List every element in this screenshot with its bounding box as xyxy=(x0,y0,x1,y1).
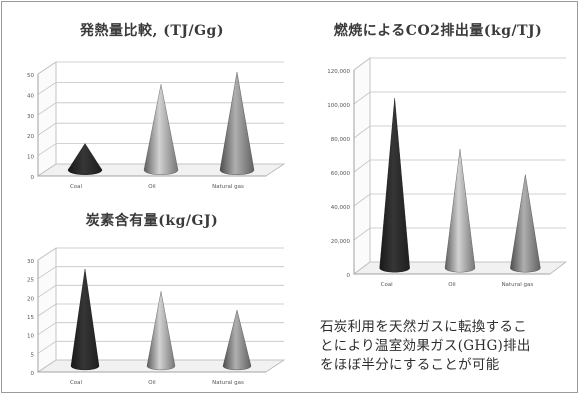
gridline xyxy=(353,227,566,241)
cone-oil xyxy=(444,148,476,273)
x-category-label: Coal xyxy=(70,380,83,386)
cone-oil xyxy=(143,84,179,175)
cone-coal xyxy=(379,97,410,273)
x-category-label: Coal xyxy=(70,184,83,190)
x-category-label: Oil xyxy=(148,184,156,190)
x-category-label: Oil xyxy=(448,282,456,288)
cone-body xyxy=(444,148,476,273)
y-tick-label: 15 xyxy=(27,315,34,321)
y-tick-label: 50 xyxy=(27,73,34,79)
heat-value-chart: 0 10 20 30 40 50 Coal Oil Natural gas xyxy=(27,61,286,190)
heat-value-chart-panel: 発熱量比較, (TJ/Gg) 0 10 20 30 40 50 Coal Oil Natural… xyxy=(8,6,296,194)
cone-natural-gas xyxy=(219,72,255,175)
y-tick-label: 120,000 xyxy=(327,69,350,75)
conclusion-line-2: とにより温室効果ガス(GHG)排出 xyxy=(320,338,531,354)
y-tick-label: 0 xyxy=(31,175,35,181)
gridline xyxy=(353,159,566,173)
gridline xyxy=(37,322,284,335)
cone-body xyxy=(67,143,103,175)
y-tick-label: 20,000 xyxy=(331,239,351,245)
cone-coal xyxy=(70,268,100,371)
x-category-label: Natural gas xyxy=(212,380,244,386)
gridline xyxy=(37,143,284,156)
y-tick-label: 0 xyxy=(31,371,35,377)
y-tick-label: 20 xyxy=(27,296,34,302)
co2-emission-chart-title: 燃焼によるCO2排出量(kg/TJ) xyxy=(333,23,543,39)
conclusion-line-1: 石炭利用を天然ガスに転換するこ xyxy=(320,319,527,335)
x-category-label: Natural gas xyxy=(212,184,244,190)
cone-oil xyxy=(146,291,176,371)
carbon-content-chart-title: 炭素含有量(kg/GJ) xyxy=(85,213,219,229)
gridline xyxy=(353,193,566,207)
y-tick-label: 40,000 xyxy=(331,205,351,211)
carbon-content-chart-panel: 炭素含有量(kg/GJ) 0 5 10 15 20 25 30 Coal Oil Natural … xyxy=(8,200,296,390)
cone-body xyxy=(143,84,179,175)
x-category-label: Oil xyxy=(148,380,156,386)
y-tick-label: 10 xyxy=(27,334,34,340)
gridline xyxy=(37,284,284,298)
gridline xyxy=(37,102,284,116)
y-tick-label: 0 xyxy=(347,273,351,279)
gridline xyxy=(353,57,566,71)
y-tick-label: 20 xyxy=(27,134,34,140)
co2-emission-chart: 0 20,000 40,000 60,000 80,000 100,000 120,000 C… xyxy=(327,57,568,288)
cone-coal xyxy=(67,143,103,175)
gridline xyxy=(353,125,566,139)
gridline xyxy=(37,266,284,279)
gridline xyxy=(37,359,284,373)
gridline xyxy=(37,61,284,75)
conclusion-note: 石炭利用を天然ガスに転換するこ とにより温室効果ガス(GHG)排出 をほぼ半分に… xyxy=(320,318,570,375)
y-tick-label: 100,000 xyxy=(327,103,350,109)
cone-body xyxy=(379,97,410,273)
gridline xyxy=(37,122,284,136)
cone-natural-gas xyxy=(222,309,252,371)
y-tick-label: 10 xyxy=(27,155,34,161)
cone-natural-gas xyxy=(510,174,541,273)
y-tick-label: 60,000 xyxy=(331,171,351,177)
cone-body xyxy=(146,291,176,371)
gridline xyxy=(37,340,284,354)
gridline xyxy=(353,91,566,105)
y-tick-label: 30 xyxy=(27,114,34,120)
y-tick-label: 25 xyxy=(27,278,34,284)
gridline xyxy=(37,163,284,177)
cone-body xyxy=(70,268,100,371)
cone-body xyxy=(219,72,255,175)
cone-body xyxy=(222,309,252,371)
gridline xyxy=(37,82,284,95)
y-tick-label: 80,000 xyxy=(331,137,351,143)
heat-value-chart-title: 発熱量比較, (TJ/Gg) xyxy=(80,23,224,39)
gridline xyxy=(353,261,566,275)
x-category-label: Natural gas xyxy=(501,282,533,288)
cone-body xyxy=(510,174,541,273)
co2-emission-chart-panel: 燃焼によるCO2排出量(kg/TJ) 0 20,000 40,000 60,000 80… xyxy=(300,6,576,298)
y-tick-label: 30 xyxy=(27,259,34,265)
gridline xyxy=(37,247,284,261)
x-category-label: Coal xyxy=(381,282,394,288)
conclusion-line-3: をほぼ半分にすることが可能 xyxy=(320,357,500,373)
gridline xyxy=(37,303,284,317)
y-tick-label: 40 xyxy=(27,93,34,99)
side-wall xyxy=(37,61,57,177)
carbon-content-chart: 0 5 10 15 20 25 30 Coal Oil Natural gas xyxy=(27,247,286,386)
y-tick-label: 5 xyxy=(31,352,35,358)
